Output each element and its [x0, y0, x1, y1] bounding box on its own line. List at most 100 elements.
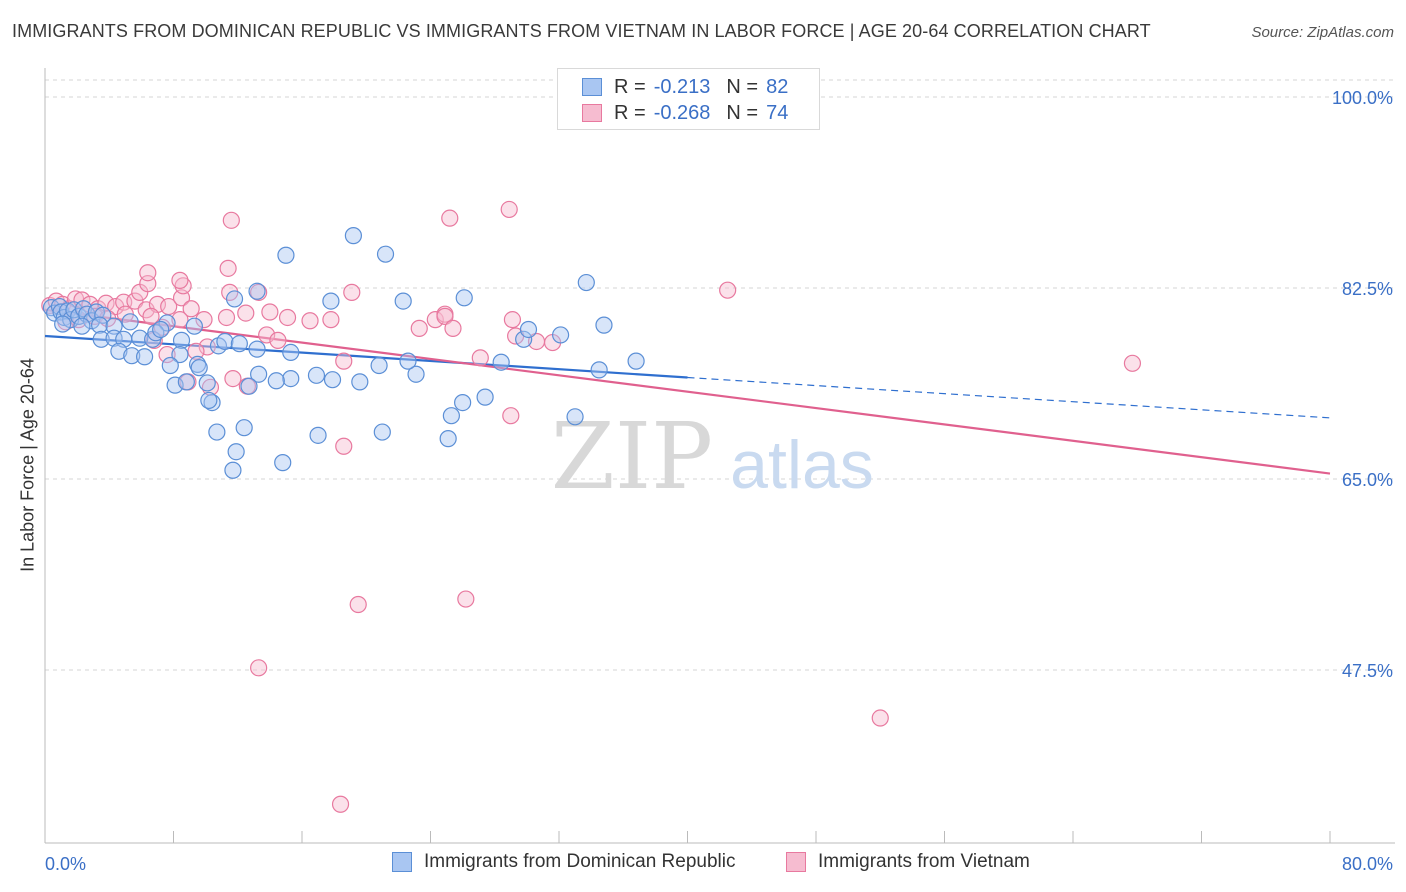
trend-line-dominican-extension: [687, 376, 1331, 419]
data-point-vietnam: [301, 312, 319, 330]
axes: [44, 68, 1395, 844]
data-point-dominican-republic: [171, 345, 189, 364]
legend-row-dominican: R = -0.213 N = 82: [582, 75, 788, 99]
data-point-vietnam: [237, 304, 255, 322]
data-point-vietnam: [343, 283, 361, 301]
y-tick-label: 47.5%: [1342, 661, 1393, 681]
legend-swatch-pink: [786, 852, 806, 872]
data-point-dominican-republic: [152, 320, 170, 339]
data-point-dominican-republic: [566, 408, 584, 426]
data-point-dominican-republic: [121, 313, 139, 331]
data-point-dominican-republic: [282, 369, 300, 388]
data-point-dominican-republic: [267, 372, 285, 390]
data-point-vietnam: [187, 342, 205, 360]
data-point-dominican-republic: [73, 317, 91, 335]
data-point-dominican-republic: [394, 292, 412, 310]
data-point-vietnam: [436, 307, 454, 325]
source-credit: Source: ZipAtlas.com: [1251, 24, 1394, 41]
data-point-vietnam: [322, 311, 340, 329]
legend-r-value: -0.213: [653, 75, 711, 98]
data-point-dominican-republic: [94, 306, 112, 324]
data-point-dominican-republic: [274, 454, 292, 472]
data-point-dominican-republic: [235, 419, 253, 437]
legend-label-dominican: Immigrants from Dominican Republic: [424, 851, 736, 872]
data-point-dominican-republic: [322, 292, 340, 310]
data-point-dominican-republic: [110, 342, 128, 360]
data-point-vietnam: [471, 349, 489, 367]
data-point-vietnam: [502, 407, 520, 425]
data-point-dominican-republic: [248, 282, 266, 300]
data-point-vietnam: [719, 281, 737, 299]
data-point-vietnam: [158, 345, 176, 364]
data-point-dominican-republic: [224, 461, 242, 479]
data-point-dominican-republic: [399, 352, 417, 370]
data-point-dominican-republic: [172, 331, 191, 349]
legend-swatch-blue: [582, 78, 602, 96]
y-axis-label: In Labor Force | Age 20-64: [17, 358, 38, 572]
tick-labels: 100.0% 82.5% 65.0% 47.5% 0.0% 80.0%: [45, 88, 1393, 874]
data-point-dominican-republic: [216, 332, 234, 351]
data-point-vietnam: [871, 709, 889, 727]
data-point-dominican-republic: [351, 373, 369, 391]
correlation-legend: R = -0.213 N = 82 R = -0.268 N = 74: [557, 68, 820, 130]
data-point-dominican-republic: [323, 371, 342, 389]
data-point-vietnam: [222, 211, 240, 229]
data-point-dominican-republic: [309, 426, 327, 444]
data-point-vietnam: [269, 331, 287, 349]
data-point-dominican-republic: [407, 365, 425, 383]
data-point-dominican-republic: [455, 289, 473, 307]
data-point-dominican-republic: [277, 246, 295, 264]
y-tick-label: 100.0%: [1332, 88, 1393, 108]
data-point-dominican-republic: [590, 361, 608, 379]
grid-lines: [45, 79, 1395, 671]
y-tick-label: 65.0%: [1342, 470, 1393, 490]
y-tick-label: 82.5%: [1342, 279, 1393, 299]
legend-swatch-pink: [582, 104, 602, 122]
trend-line-dominican: [44, 334, 688, 379]
data-point-dominican-republic: [74, 300, 93, 318]
data-point-vietnam: [503, 311, 522, 329]
data-point-dominican-republic: [225, 290, 244, 308]
data-point-dominican-republic: [135, 348, 154, 366]
legend-row-vietnam: R = -0.268 N = 74: [582, 101, 788, 125]
legend-swatch-blue: [392, 852, 412, 872]
legend-n-value: 82: [766, 75, 789, 98]
data-point-dominican-republic: [476, 388, 494, 406]
data-point-dominican-republic: [519, 320, 538, 339]
data-point-vietnam: [139, 264, 157, 282]
data-point-dominican-republic: [161, 356, 179, 375]
data-point-vietnam: [349, 595, 367, 614]
legend-n-label: N =: [726, 75, 759, 98]
data-point-dominican-republic: [627, 352, 645, 370]
data-point-vietnam: [261, 303, 279, 321]
legend-item-vietnam: Immigrants from Vietnam: [786, 851, 1030, 873]
data-point-dominican-republic: [240, 377, 258, 395]
series-legend: Immigrants from Dominican Republic Immig…: [0, 851, 1406, 877]
data-point-dominican-republic: [454, 394, 472, 412]
data-point-vietnam: [171, 271, 189, 289]
data-point-dominican-republic: [92, 330, 110, 348]
data-point-dominican-republic: [91, 316, 109, 334]
data-point-vietnam: [331, 795, 350, 813]
data-point-dominican-republic: [370, 356, 388, 375]
legend-label-vietnam: Immigrants from Vietnam: [818, 851, 1030, 872]
data-point-vietnam: [171, 311, 189, 329]
data-point-dominican-republic: [105, 317, 123, 335]
data-point-dominican-republic: [198, 374, 216, 392]
data-point-dominican-republic: [131, 329, 149, 347]
data-point-dominican-republic: [344, 227, 362, 245]
data-point-vietnam: [410, 319, 428, 337]
data-point-dominican-republic: [227, 443, 245, 461]
points-dominican-republic: [42, 227, 645, 479]
data-point-dominican-republic: [492, 353, 510, 371]
legend-item-dominican: Immigrants from Dominican Republic: [392, 851, 736, 873]
data-point-dominican-republic: [282, 343, 300, 361]
legend-r-value: -0.268: [653, 101, 711, 124]
data-point-dominican-republic: [248, 340, 266, 358]
data-point-dominican-republic: [208, 423, 226, 441]
data-point-vietnam: [278, 308, 297, 327]
data-point-dominican-republic: [439, 430, 457, 448]
data-point-dominican-republic: [376, 245, 395, 263]
data-point-dominican-republic: [230, 335, 248, 353]
